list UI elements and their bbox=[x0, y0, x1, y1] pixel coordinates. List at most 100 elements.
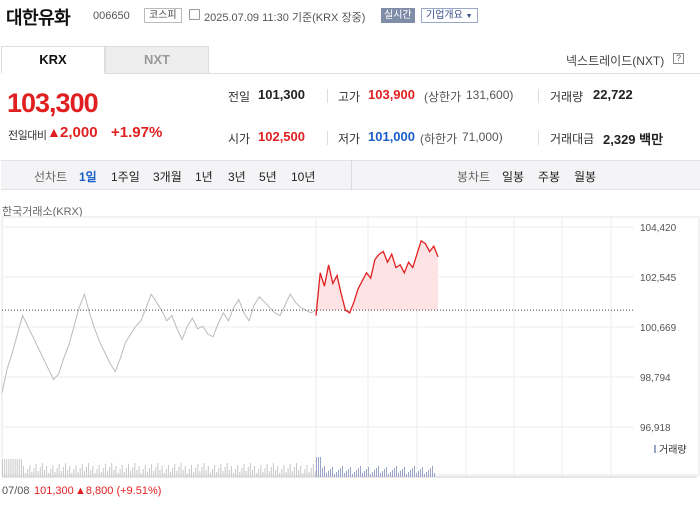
volume-bar bbox=[233, 473, 234, 477]
period-3y-button[interactable]: 3년 bbox=[228, 170, 246, 184]
volume-bar bbox=[144, 465, 146, 477]
volume-bar bbox=[125, 468, 127, 477]
volume-bar bbox=[264, 468, 266, 477]
volume-bar bbox=[142, 469, 144, 477]
volume-bar bbox=[10, 459, 12, 477]
volume-bar bbox=[251, 470, 253, 477]
volume-bar bbox=[81, 464, 83, 477]
volume-bar bbox=[119, 469, 121, 477]
lower-limit-value: 71,000) bbox=[462, 130, 503, 144]
volume-bar bbox=[48, 473, 50, 477]
volume-bar bbox=[302, 473, 304, 477]
volume-bar bbox=[14, 459, 16, 477]
candle-weekly-button[interactable]: 주봉 bbox=[538, 170, 561, 184]
change-percent: +1.97% bbox=[111, 124, 163, 141]
volume-bar bbox=[388, 474, 389, 477]
trade-amount-label: 거래대금 bbox=[550, 132, 595, 146]
volume-bar bbox=[268, 471, 270, 477]
volume-bar bbox=[104, 464, 106, 477]
volume-bar bbox=[239, 472, 241, 477]
live-badge[interactable]: 실시간 bbox=[381, 8, 415, 23]
market-badge: 코스피 bbox=[144, 8, 182, 23]
volume-bar bbox=[214, 465, 216, 477]
divider bbox=[538, 131, 539, 145]
volume-bar bbox=[102, 468, 104, 477]
period-3m-button[interactable]: 3개월 bbox=[153, 170, 182, 184]
volume-bar bbox=[191, 465, 192, 477]
period-1w-button[interactable]: 1주일 bbox=[111, 170, 140, 184]
volume-bar bbox=[151, 464, 153, 477]
volume-bar bbox=[123, 472, 125, 477]
intraday-line bbox=[315, 239, 439, 316]
trade-amount-value: 2,329 백만 bbox=[603, 132, 664, 147]
volume-bar bbox=[107, 471, 108, 477]
volume-bar bbox=[75, 465, 77, 477]
volume-bar bbox=[230, 466, 232, 477]
divider bbox=[327, 131, 328, 145]
volume-bar bbox=[398, 473, 399, 477]
volume-bar bbox=[228, 470, 230, 477]
period-bar bbox=[1, 160, 700, 190]
volume-bar bbox=[172, 468, 174, 477]
clock-icon bbox=[189, 9, 200, 20]
volume-bar bbox=[60, 471, 62, 477]
volume-bar bbox=[368, 467, 369, 477]
volume-bar bbox=[56, 468, 58, 477]
volume-bar bbox=[73, 469, 75, 477]
volume-bar bbox=[188, 469, 190, 477]
volume-bar bbox=[130, 471, 132, 477]
chart-grid bbox=[1, 216, 700, 477]
volume-bar bbox=[291, 471, 293, 477]
volume-bar bbox=[275, 470, 276, 477]
volume-bar bbox=[245, 471, 247, 477]
volume-bar bbox=[58, 464, 60, 477]
volume-bar bbox=[180, 463, 182, 477]
volume-bar bbox=[209, 473, 211, 477]
volume-bar bbox=[90, 470, 92, 477]
volume-label: 거래량 bbox=[550, 90, 584, 104]
volume-bar bbox=[207, 466, 209, 477]
period-5y-button[interactable]: 5년 bbox=[259, 170, 277, 184]
chart-lines bbox=[1, 239, 634, 393]
volume-bar bbox=[356, 470, 357, 477]
volume-bar bbox=[83, 471, 85, 477]
candle-daily-button[interactable]: 일봉 bbox=[502, 170, 525, 184]
volume-bar bbox=[65, 463, 66, 477]
volume-bar bbox=[4, 459, 6, 477]
volume-bar bbox=[272, 463, 274, 477]
change-amount: 2,000 bbox=[60, 124, 98, 141]
tab-krx[interactable]: KRX bbox=[1, 46, 105, 74]
volume-bar bbox=[18, 459, 20, 477]
period-10y-button[interactable]: 10년 bbox=[291, 170, 316, 184]
volume-bar bbox=[134, 463, 136, 477]
volume-bar bbox=[220, 464, 222, 477]
volume-bar bbox=[287, 468, 289, 477]
period-1d-button[interactable]: 1일 bbox=[79, 170, 97, 184]
volume-bar bbox=[71, 473, 73, 477]
volume-bar bbox=[201, 467, 203, 477]
volume-bar bbox=[258, 469, 260, 477]
volume-bar bbox=[12, 459, 14, 477]
volume-bar bbox=[54, 472, 56, 477]
volume-bar bbox=[226, 463, 228, 477]
volume-bar bbox=[334, 474, 335, 477]
volume-bar bbox=[277, 466, 279, 477]
volume-bar bbox=[35, 464, 37, 477]
volume-bar bbox=[382, 471, 383, 477]
company-overview-button[interactable]: 기업개요 ▼ bbox=[421, 8, 478, 23]
volume-bar bbox=[224, 467, 226, 477]
volume-bar bbox=[346, 471, 347, 477]
tab-nxt[interactable]: NXT bbox=[105, 46, 209, 74]
volume-bar bbox=[6, 459, 8, 477]
volume-bar bbox=[428, 470, 429, 477]
volume-bar bbox=[328, 471, 329, 477]
volume-bar bbox=[348, 469, 349, 477]
volume-bar bbox=[306, 465, 308, 477]
volume-bar bbox=[155, 467, 157, 477]
period-1y-button[interactable]: 1년 bbox=[195, 170, 213, 184]
volume-bar bbox=[358, 468, 359, 477]
candle-monthly-button[interactable]: 월봉 bbox=[574, 170, 597, 184]
help-icon[interactable]: ? bbox=[673, 53, 684, 64]
volume-bar bbox=[186, 473, 188, 477]
